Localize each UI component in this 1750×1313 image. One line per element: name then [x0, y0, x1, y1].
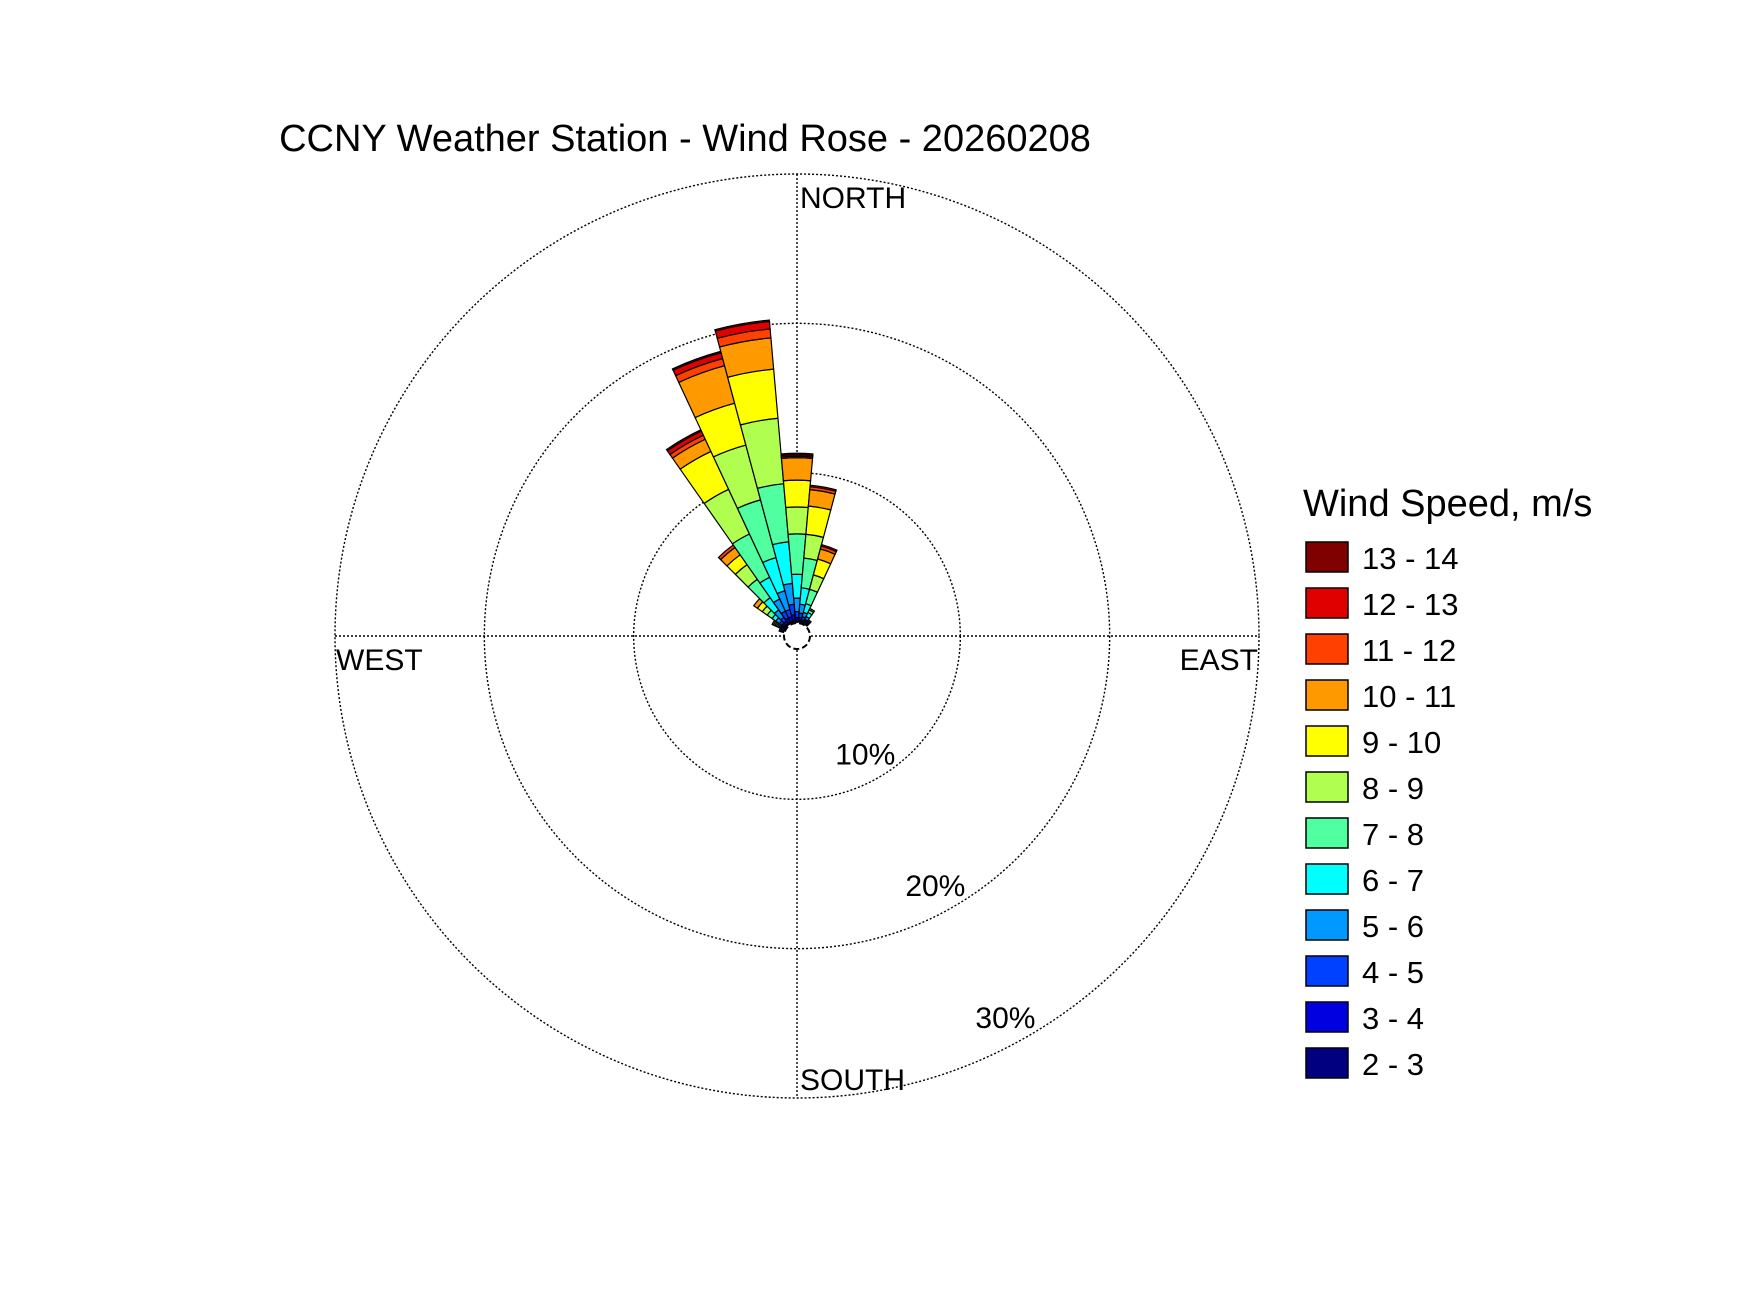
segment-0-13-14	[780, 452, 814, 457]
west-label: WEST	[336, 644, 423, 677]
legend-swatch	[1305, 587, 1349, 619]
legend-swatch	[1305, 1047, 1349, 1079]
legend-swatch	[1305, 633, 1349, 665]
sector-20	[799, 543, 838, 625]
legend-label: 6 - 7	[1362, 863, 1424, 898]
north-label: NORTH	[800, 182, 906, 215]
legend-swatch	[1305, 1001, 1349, 1033]
segment-20-12-13	[820, 543, 838, 553]
legend-item: 2 - 3	[1305, 1047, 1424, 1082]
segment-350-13-14	[714, 319, 771, 332]
sector-320	[717, 544, 790, 627]
legend: 13 - 14 12 - 13 11 - 12 10 - 11 9 - 10 8 - 9 7…	[1305, 541, 1459, 1082]
sector-0	[780, 452, 814, 623]
calm-center	[783, 622, 811, 650]
legend-swatch	[1305, 909, 1349, 941]
sector-350	[714, 319, 797, 624]
legend-item: 4 - 5	[1305, 955, 1424, 990]
legend-label: 3 - 4	[1362, 1001, 1424, 1036]
legend-swatch	[1305, 955, 1349, 987]
segment-10-9-10	[805, 505, 832, 539]
legend-swatch	[1305, 863, 1349, 895]
ring-labels: 10% 20% 30%	[835, 738, 1035, 1035]
sector-10	[797, 484, 837, 624]
ring-label-2: 20%	[905, 870, 965, 903]
wind-sectors	[665, 319, 838, 634]
legend-label: 2 - 3	[1362, 1047, 1424, 1082]
legend-swatch	[1305, 725, 1349, 757]
calm-circle	[783, 622, 811, 650]
ring-label-1: 10%	[835, 738, 895, 771]
ring-label-3: 30%	[975, 1002, 1035, 1035]
legend-swatch	[1305, 771, 1349, 803]
legend-swatch	[1305, 679, 1349, 711]
legend-item: 13 - 14	[1305, 541, 1459, 576]
segment-40-5-6	[806, 618, 812, 624]
segment-10-12-13	[809, 484, 837, 492]
legend-item: 5 - 6	[1305, 909, 1424, 944]
legend-label: 12 - 13	[1362, 587, 1459, 622]
sector-290	[778, 627, 786, 634]
east-label: EAST	[1180, 644, 1258, 677]
legend-item: 7 - 8	[1305, 817, 1424, 852]
legend-label: 8 - 9	[1362, 771, 1424, 806]
legend-item: 11 - 12	[1305, 633, 1456, 668]
legend-item: 10 - 11	[1305, 679, 1456, 714]
legend-item: 3 - 4	[1305, 1001, 1424, 1036]
legend-swatch	[1305, 817, 1349, 849]
segment-0-10-11	[780, 457, 814, 482]
legend-item: 6 - 7	[1305, 863, 1424, 898]
segment-290-4-5	[778, 627, 783, 633]
legend-swatch	[1305, 541, 1349, 573]
segment-0-8-9	[785, 506, 809, 535]
legend-label: 9 - 10	[1362, 725, 1441, 760]
sector-340	[671, 350, 795, 625]
legend-item: 12 - 13	[1305, 587, 1459, 622]
legend-label: 10 - 11	[1362, 679, 1456, 714]
sector-40	[804, 618, 812, 627]
legend-item: 9 - 10	[1305, 725, 1441, 760]
legend-title: Wind Speed, m/s	[1303, 483, 1592, 525]
chart-title: CCNY Weather Station - Wind Rose - 20260…	[279, 118, 1091, 160]
legend-item: 8 - 9	[1305, 771, 1424, 806]
segment-30-8-9	[808, 607, 816, 614]
south-label: SOUTH	[800, 1064, 905, 1097]
segment-0-9-10	[782, 479, 812, 509]
legend-label: 7 - 8	[1362, 817, 1424, 852]
legend-label: 11 - 12	[1362, 633, 1456, 668]
legend-label: 4 - 5	[1362, 955, 1424, 990]
legend-label: 5 - 6	[1362, 909, 1424, 944]
legend-label: 13 - 14	[1362, 541, 1459, 576]
